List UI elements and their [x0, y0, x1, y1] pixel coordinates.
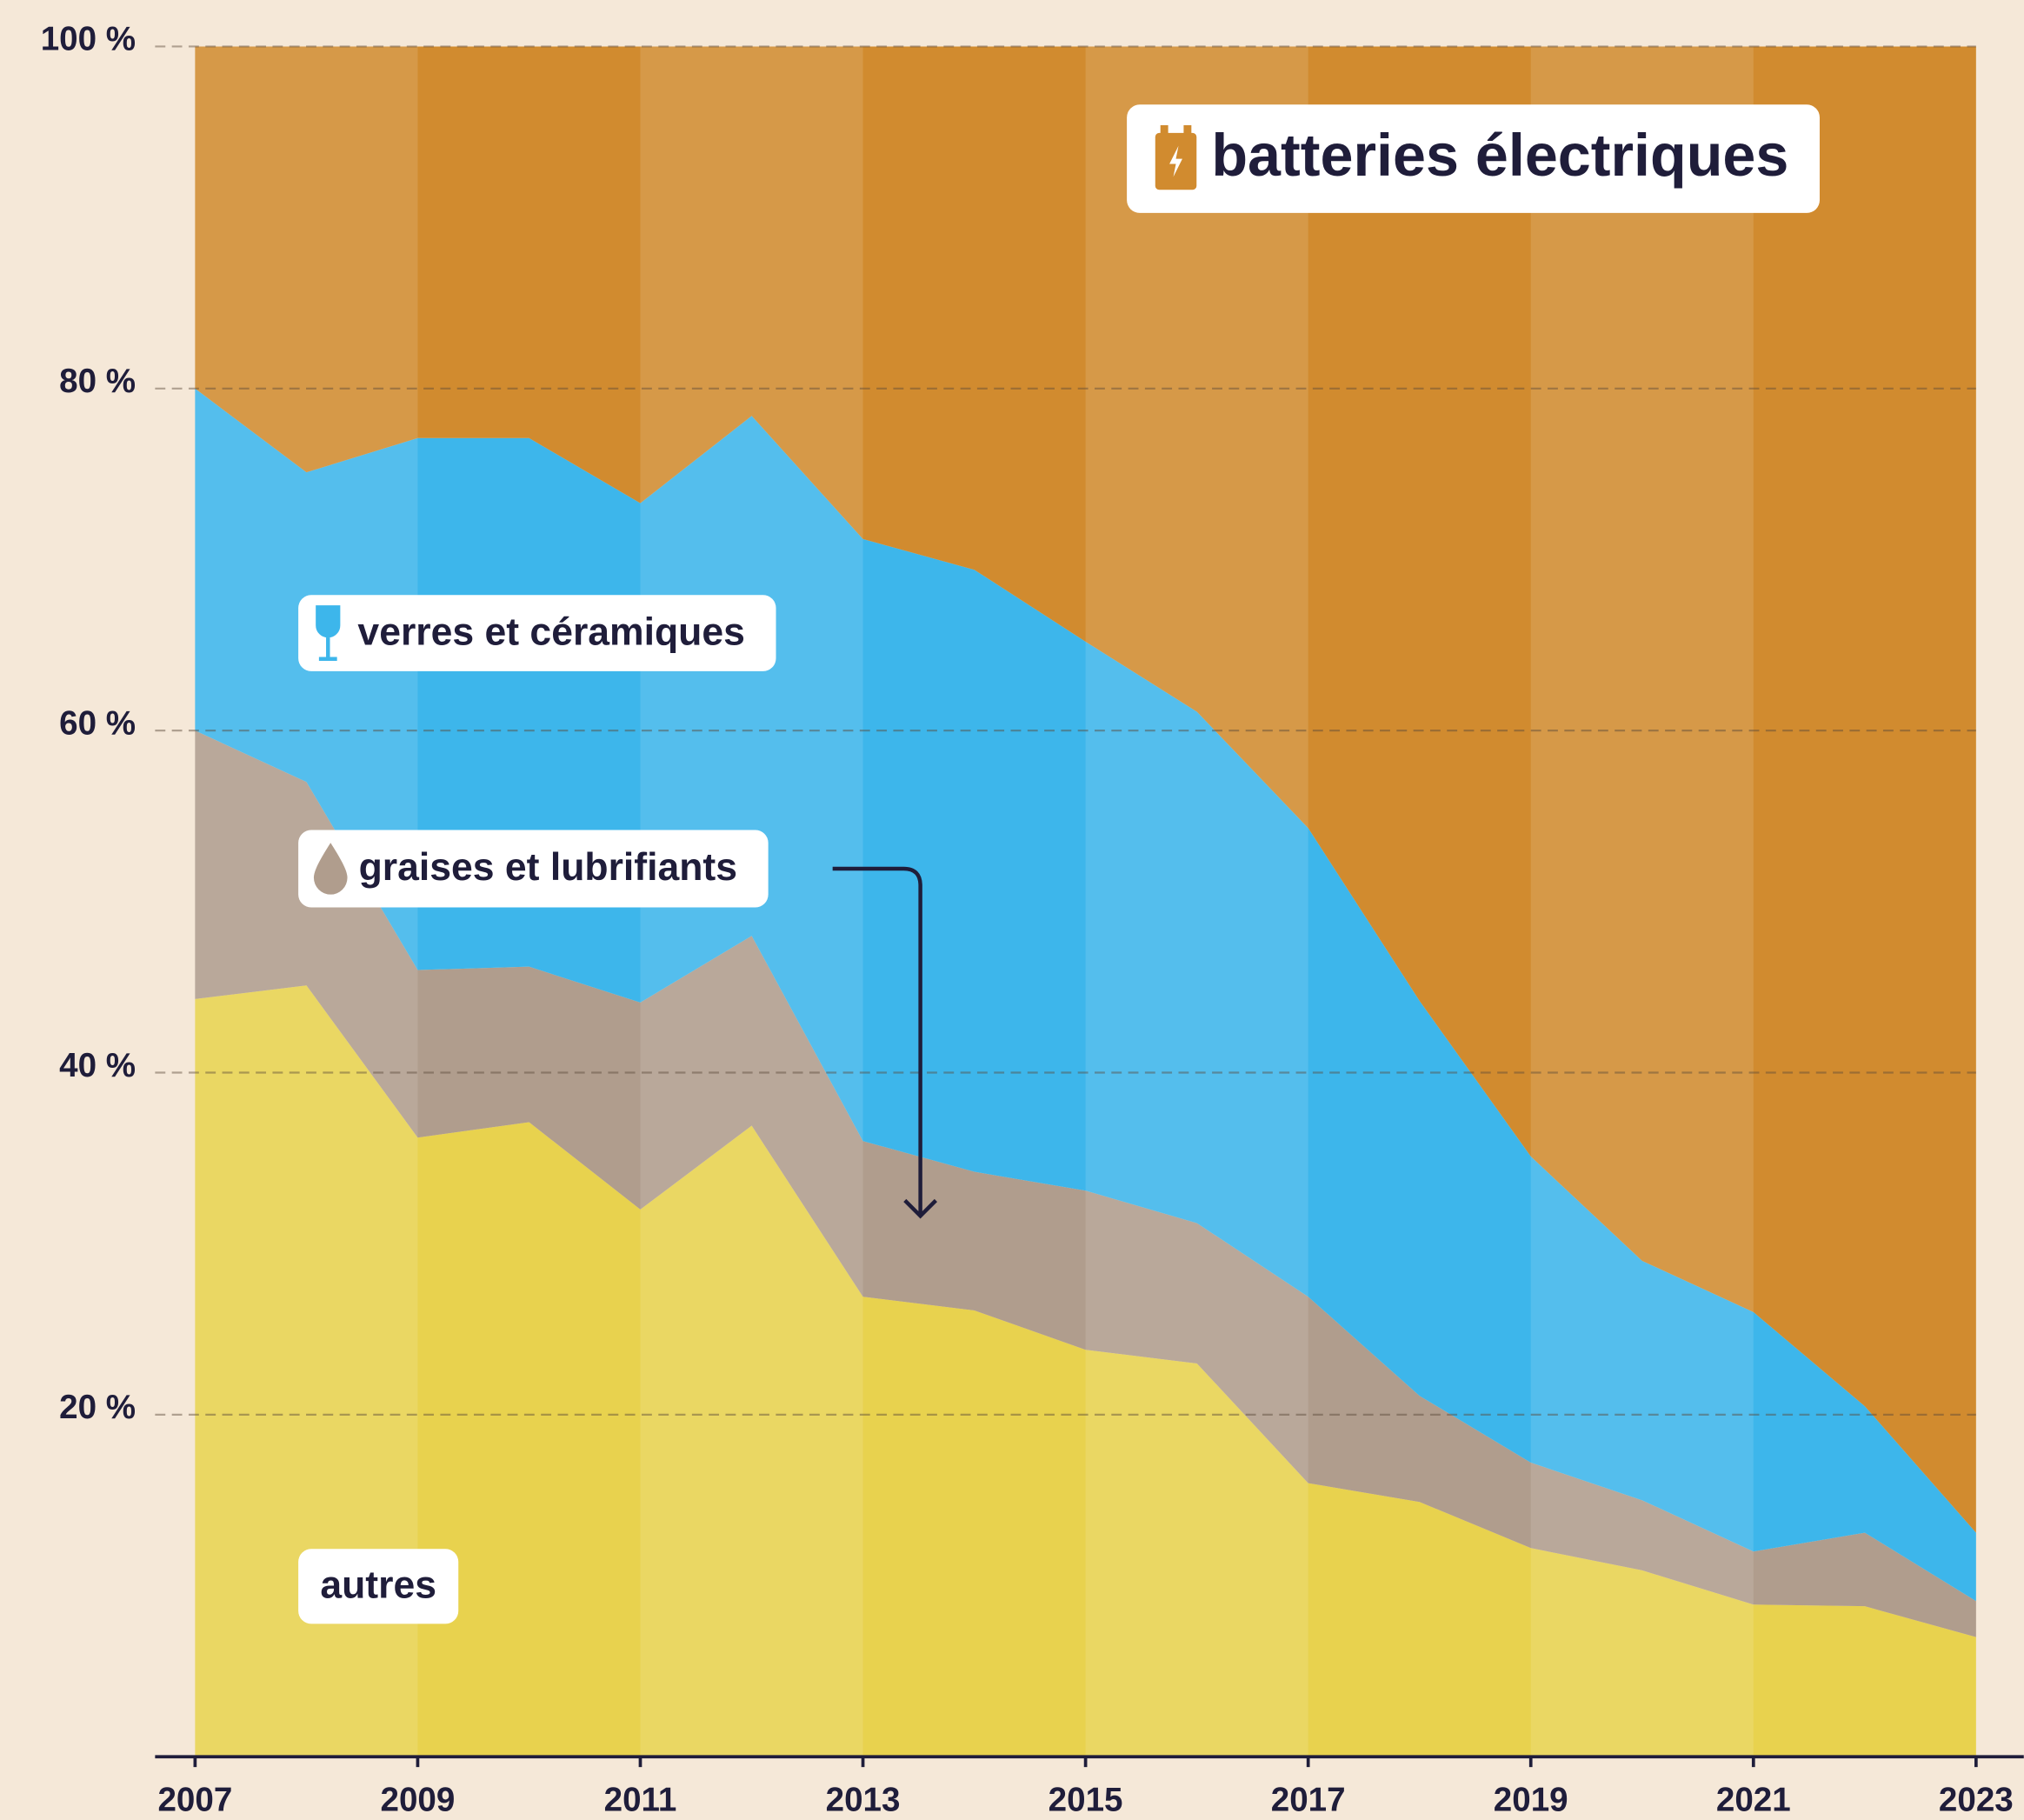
legend-box — [298, 1549, 459, 1624]
x-tick-label: 2021 — [1716, 1781, 1791, 1818]
x-tick-label: 2007 — [157, 1781, 232, 1818]
areas — [195, 46, 1976, 1757]
area — [195, 730, 1976, 1637]
legend-item: autres — [298, 1549, 459, 1624]
legend-box — [298, 595, 776, 671]
y-tick-label: 80 % — [59, 363, 136, 400]
legend-icon — [313, 843, 348, 895]
x-tick-label: 2023 — [1939, 1781, 2014, 1818]
area — [195, 388, 1976, 1602]
y-tick-label: 60 % — [59, 704, 136, 742]
legend-label: autres — [320, 1564, 436, 1607]
stripe — [1085, 46, 1308, 1757]
y-tick-label: 100 % — [41, 21, 136, 58]
legend-box — [1127, 104, 1820, 213]
legend-icon — [1169, 145, 1182, 177]
legend-item: batteries électriques — [1127, 104, 1820, 213]
arrow — [832, 866, 937, 1219]
x-tick-label: 2013 — [826, 1781, 901, 1818]
grid: 20 % 40 % 60 % 80 % 100 % 2007 2009 2011 2013 201… — [41, 21, 2024, 1818]
y-tick-label: 20 % — [59, 1389, 136, 1426]
legend-label: verres et céramiques — [357, 610, 744, 653]
x-tick-label: 2017 — [1271, 1781, 1346, 1818]
legend-label: batteries électriques — [1211, 123, 1788, 189]
x-tick-label: 2015 — [1049, 1781, 1123, 1818]
stripes — [195, 46, 1754, 1757]
y-tick-label: 40 % — [59, 1047, 136, 1084]
legend-label: graises et lubrifiants — [359, 846, 737, 889]
labels: autres graises et lubrifiants verres et cé… — [298, 104, 1820, 1624]
x-tick-label: 2009 — [381, 1781, 456, 1818]
legend-item: verres et céramiques — [298, 595, 776, 671]
legend-item: graises et lubrifiants — [298, 830, 769, 908]
area — [195, 46, 1976, 1533]
legend-icon-fill — [317, 607, 339, 637]
x-tick-label: 2019 — [1494, 1781, 1568, 1818]
legend-box — [298, 830, 769, 908]
legend-icon — [1183, 124, 1192, 135]
x-tick-label: 2011 — [604, 1781, 677, 1818]
area — [195, 985, 1976, 1757]
stripe — [1530, 46, 1754, 1757]
legend-icon — [1160, 124, 1168, 135]
